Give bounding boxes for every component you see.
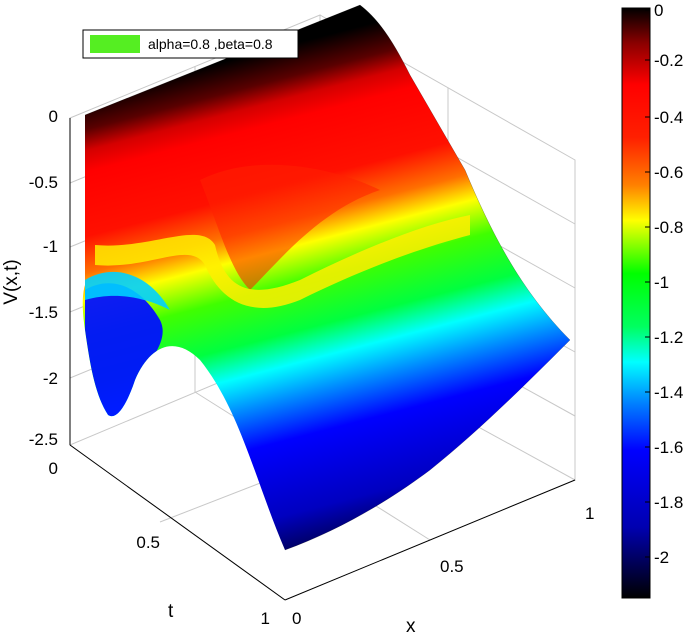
t-axis-line xyxy=(69,444,286,601)
colorbar-ticks xyxy=(645,9,650,558)
surface-ridge-shade xyxy=(200,164,380,290)
t-tick-1: 0.5 xyxy=(136,533,160,552)
colorbar-tick-10: -2 xyxy=(654,548,669,567)
colorbar-tick-9: -1.8 xyxy=(654,493,683,512)
surface-left-blue xyxy=(85,283,163,417)
legend-swatch xyxy=(90,35,140,53)
colorbar-tick-4: -0.8 xyxy=(654,218,683,237)
colorbar-tick-3: -0.6 xyxy=(654,163,683,182)
legend: alpha=0.8 ,beta=0.8 xyxy=(82,29,299,59)
z-tick-5: -2.5 xyxy=(29,430,58,449)
z-tick-4: -2 xyxy=(43,369,58,388)
x-tick-1: 0.5 xyxy=(440,557,464,576)
z-ticks: 0 -0.5 -1 -1.5 -2 -2.5 xyxy=(29,107,58,449)
z-tick-2: -1 xyxy=(43,237,58,256)
surface-yellow-band xyxy=(95,215,470,308)
colorbar-tick-1: -0.2 xyxy=(654,51,683,70)
colorbar-tick-8: -1.6 xyxy=(654,438,683,457)
t-ticks: 0 0.5 1 xyxy=(49,459,270,628)
surface-left-cyan xyxy=(85,271,170,310)
z-tick-3: -1.5 xyxy=(29,303,58,322)
colorbar: 0 -0.2 -0.4 -0.6 -0.8 -1 -1.2 -1.4 -1.6 … xyxy=(621,1,683,599)
z-tick-1: -0.5 xyxy=(29,173,58,192)
x-axis-label: x xyxy=(406,616,416,634)
t-tick-2: 1 xyxy=(261,609,270,628)
colorbar-tick-2: -0.4 xyxy=(654,108,683,127)
x-ticks: 0 0.5 1 xyxy=(292,504,594,628)
colorbar-tick-7: -1.4 xyxy=(654,383,683,402)
colorbar-gradient xyxy=(621,7,651,599)
colorbar-tick-6: -1.2 xyxy=(654,328,683,347)
z-tick-0: 0 xyxy=(49,107,58,126)
axes-lines xyxy=(69,118,576,601)
x-tick-2: 1 xyxy=(585,504,594,523)
t-tick-0: 0 xyxy=(49,459,58,478)
colorbar-tick-0: 0 xyxy=(654,1,663,20)
x-tick-0: 0 xyxy=(292,609,301,628)
legend-label: alpha=0.8 ,beta=0.8 xyxy=(148,36,273,52)
surface-outline xyxy=(84,4,571,551)
z-axis-label: V(x,t) xyxy=(1,259,22,304)
colorbar-tick-5: -1 xyxy=(654,273,669,292)
t-axis-label: t xyxy=(168,601,174,622)
surface xyxy=(82,4,571,551)
x-axis-line xyxy=(284,479,576,601)
